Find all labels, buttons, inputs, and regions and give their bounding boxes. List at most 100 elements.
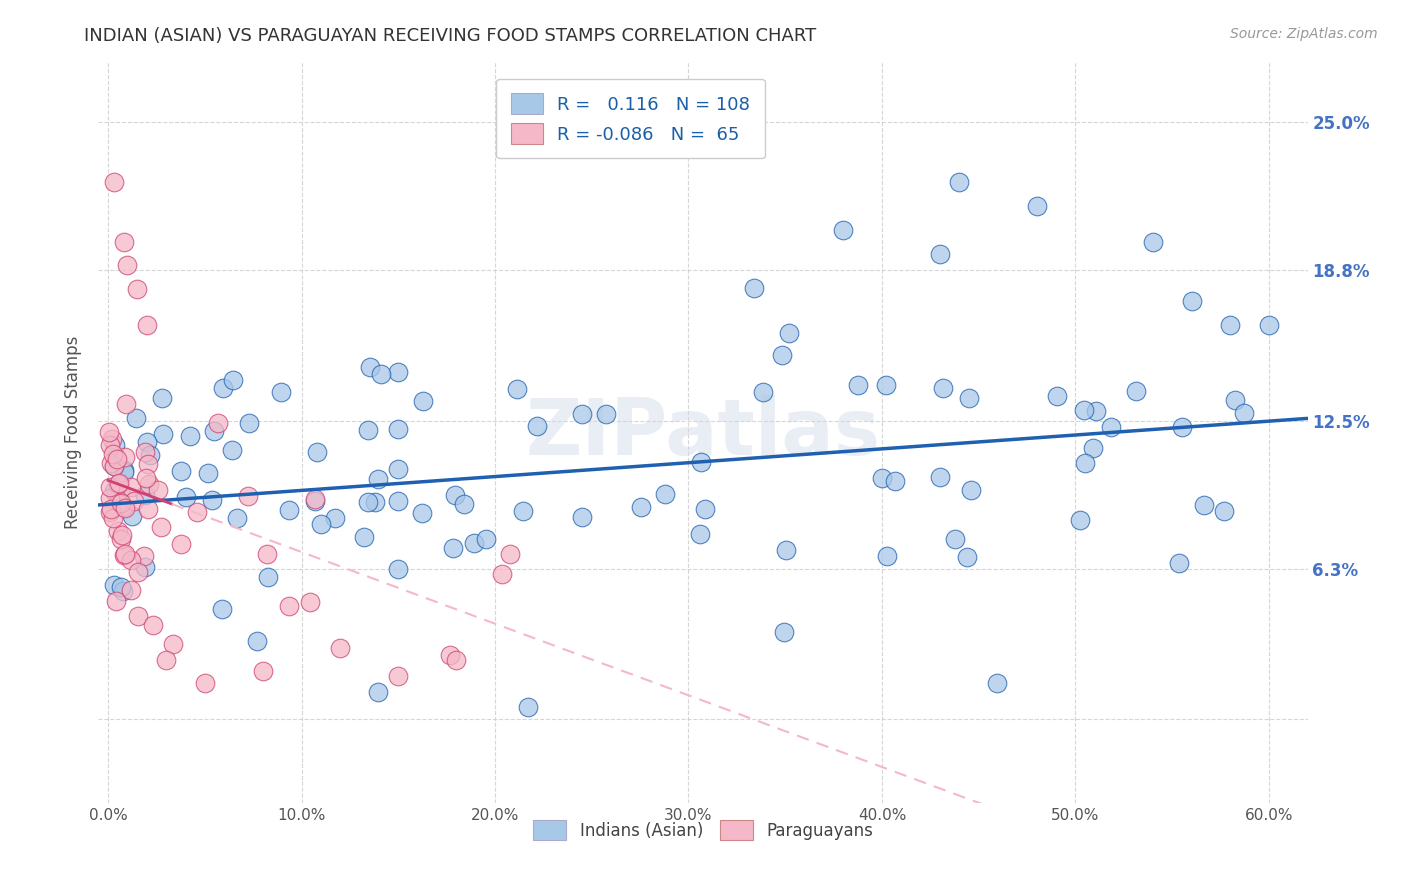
Point: [135, 318, 157, 333]
Point: [309, 516, 332, 531]
Point: [832, 222, 855, 236]
Point: [114, 450, 136, 464]
Point: [357, 494, 380, 508]
Point: [194, 676, 217, 690]
Point: [929, 470, 952, 484]
Point: [387, 669, 409, 683]
Point: [526, 419, 548, 434]
Point: [98, 480, 121, 494]
Point: [778, 326, 800, 340]
Point: [138, 448, 160, 462]
Legend: Indians (Asian), Paraguayans: Indians (Asian), Paraguayans: [526, 814, 880, 847]
Point: [1213, 504, 1236, 518]
Point: [107, 496, 129, 510]
Point: [256, 547, 278, 561]
Point: [277, 599, 299, 614]
Point: [387, 366, 409, 380]
Point: [136, 501, 159, 516]
Point: [1168, 556, 1191, 570]
Point: [252, 665, 274, 679]
Point: [197, 467, 219, 481]
Point: [444, 488, 467, 502]
Point: [1171, 419, 1194, 434]
Point: [100, 456, 122, 470]
Point: [202, 424, 225, 438]
Point: [307, 445, 329, 459]
Point: [138, 457, 160, 471]
Point: [155, 652, 177, 666]
Point: [110, 532, 132, 546]
Point: [960, 483, 983, 497]
Point: [499, 547, 522, 561]
Point: [135, 435, 157, 450]
Point: [162, 637, 184, 651]
Point: [957, 391, 980, 405]
Point: [654, 487, 676, 501]
Point: [142, 618, 165, 632]
Point: [752, 384, 775, 399]
Point: [111, 528, 134, 542]
Point: [439, 648, 461, 663]
Point: [929, 246, 952, 260]
Point: [1069, 513, 1091, 527]
Point: [112, 235, 135, 249]
Point: [212, 381, 235, 395]
Point: [127, 609, 149, 624]
Point: [149, 520, 172, 534]
Text: INDIAN (ASIAN) VS PARAGUAYAN RECEIVING FOOD STAMPS CORRELATION CHART: INDIAN (ASIAN) VS PARAGUAYAN RECEIVING F…: [84, 27, 817, 45]
Point: [870, 470, 893, 484]
Point: [125, 411, 148, 425]
Point: [120, 480, 142, 494]
Point: [246, 634, 269, 648]
Point: [505, 382, 527, 396]
Point: [127, 282, 149, 296]
Point: [101, 447, 124, 461]
Point: [103, 510, 125, 524]
Point: [105, 452, 128, 467]
Point: [512, 504, 534, 518]
Point: [446, 652, 468, 666]
Point: [98, 425, 121, 439]
Point: [299, 595, 322, 609]
Point: [98, 438, 121, 452]
Point: [105, 594, 128, 608]
Point: [138, 477, 160, 491]
Text: Source: ZipAtlas.com: Source: ZipAtlas.com: [1230, 27, 1378, 41]
Point: [238, 490, 260, 504]
Point: [179, 428, 201, 442]
Point: [112, 584, 135, 599]
Point: [956, 549, 979, 564]
Point: [103, 578, 125, 592]
Point: [367, 472, 389, 486]
Point: [517, 700, 540, 714]
Point: [387, 422, 409, 436]
Point: [112, 465, 135, 479]
Point: [1099, 419, 1122, 434]
Point: [441, 541, 464, 555]
Point: [364, 495, 387, 509]
Point: [370, 368, 392, 382]
Point: [170, 537, 193, 551]
Point: [207, 417, 229, 431]
Point: [103, 175, 125, 189]
Text: ZIPatlas: ZIPatlas: [526, 394, 880, 471]
Point: [595, 407, 617, 421]
Point: [1025, 199, 1047, 213]
Point: [304, 494, 326, 508]
Point: [98, 491, 121, 506]
Point: [114, 397, 136, 411]
Point: [114, 547, 136, 561]
Point: [876, 549, 898, 563]
Point: [211, 601, 233, 615]
Point: [226, 511, 249, 525]
Point: [571, 407, 593, 421]
Point: [1074, 456, 1097, 470]
Point: [463, 535, 485, 549]
Point: [1125, 384, 1147, 399]
Point: [122, 494, 145, 508]
Point: [257, 570, 280, 584]
Point: [120, 553, 142, 567]
Point: [359, 360, 381, 375]
Point: [1142, 235, 1164, 249]
Point: [1257, 318, 1279, 333]
